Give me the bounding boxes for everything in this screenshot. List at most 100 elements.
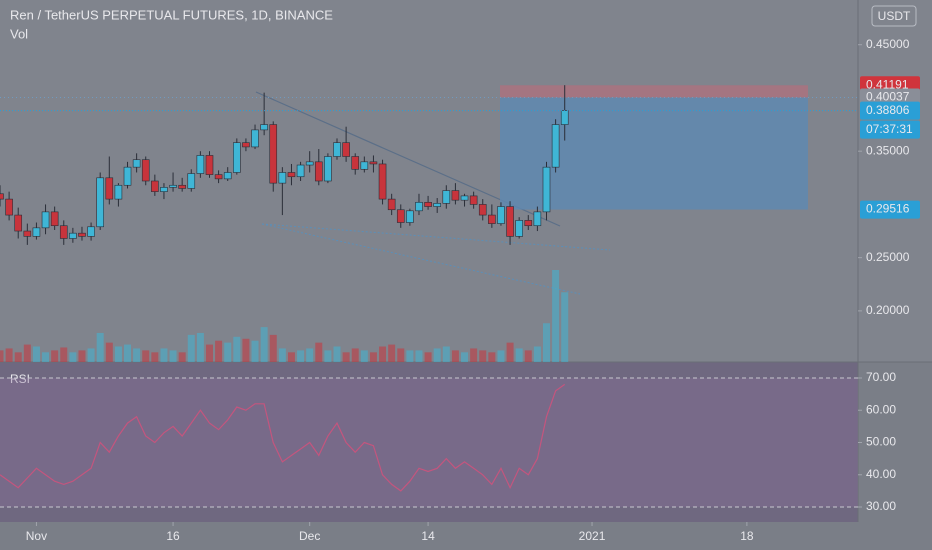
volume-bar [470, 348, 478, 362]
candle-body [141, 159, 150, 182]
volume-bar [561, 292, 569, 362]
candle-body [32, 227, 41, 237]
volume-bar [187, 334, 195, 362]
volume-bar [415, 350, 423, 362]
candle-body [442, 190, 451, 204]
volume-bar [315, 342, 323, 362]
rsi-axis [858, 362, 932, 522]
candle-body [87, 226, 95, 237]
y-tick-label: 40.00 [866, 467, 896, 481]
candle-body [333, 142, 341, 157]
candle-body [560, 110, 569, 125]
candle-body [406, 210, 414, 223]
candle-body [396, 209, 405, 223]
volume-bar [351, 348, 359, 362]
candle-body [114, 184, 123, 200]
volume-bar [524, 350, 532, 362]
volume-bar [251, 340, 259, 362]
volume-bar [306, 348, 314, 362]
volume-bar [515, 348, 523, 362]
candle-body [488, 214, 496, 224]
candle-body [542, 166, 551, 213]
chart-title: Ren / TetherUS PERPETUAL FUTURES, 1D, BI… [10, 7, 333, 22]
volume-bar [151, 352, 159, 362]
volume-bar [278, 348, 286, 362]
volume-bar [360, 350, 368, 362]
volume-bar [260, 327, 268, 362]
candle-body [251, 129, 259, 148]
volume-bar [242, 338, 250, 362]
candle-body [223, 172, 232, 180]
volume-bar [133, 348, 141, 362]
candle-body [533, 211, 542, 227]
candle-body [351, 156, 360, 170]
volume-bar [533, 346, 541, 362]
price-label-bg [860, 200, 920, 219]
x-tick-label: Dec [299, 529, 320, 543]
candle-body [205, 155, 214, 175]
candle-body [196, 155, 205, 174]
volume-bar [160, 348, 168, 362]
candle-body [160, 187, 168, 192]
rsi-pane [0, 362, 858, 522]
x-tick-label: 2021 [579, 529, 606, 543]
candle-body [460, 195, 469, 201]
volume-bar [451, 350, 459, 362]
candle-body [59, 225, 68, 239]
candle-body [169, 184, 177, 188]
y-tick-label: 70.00 [866, 370, 896, 384]
candle-body [41, 211, 50, 229]
candle-body [296, 164, 305, 178]
volume-bar [333, 346, 341, 362]
y-tick-label: 30.00 [866, 499, 896, 513]
volume-bar [60, 347, 68, 362]
time-axis [0, 522, 932, 550]
candle-body [5, 198, 13, 216]
volume-bar [114, 346, 122, 362]
candle-body [369, 161, 378, 165]
volume-bar [5, 348, 13, 362]
countdown-bg [860, 120, 920, 139]
candle-body [23, 230, 32, 237]
volume-bar [461, 352, 469, 362]
volume-bar [424, 352, 432, 362]
candle-body [214, 174, 223, 180]
candle-body [324, 156, 332, 182]
candle-body [415, 201, 423, 212]
countdown: 07:37:31 [866, 122, 913, 136]
volume-bar [379, 346, 387, 362]
candle-body [178, 184, 186, 189]
candle-body [260, 124, 268, 131]
rsi-line [0, 383, 566, 492]
candle-body [50, 211, 59, 227]
candle-body [469, 195, 478, 205]
y-tick-label: 0.25000 [866, 250, 910, 264]
candle-body [424, 201, 432, 207]
candle-body [96, 177, 104, 228]
volume-bar [169, 350, 177, 362]
candle-body [269, 124, 278, 184]
candle-body [287, 172, 296, 178]
candle-body [233, 142, 241, 173]
volume-bar [287, 352, 295, 362]
volume-label: Vol [10, 26, 28, 41]
volume-bar [269, 334, 277, 362]
volume-bar [497, 350, 505, 362]
volume-bar [69, 352, 77, 362]
currency-button[interactable] [871, 5, 917, 27]
volume-bar [205, 344, 213, 362]
price-label: 0.29516 [866, 202, 910, 216]
volume-bar [142, 350, 150, 362]
x-tick-label: 18 [740, 529, 754, 543]
currency: USDT [878, 9, 911, 23]
volume-bar [506, 342, 514, 362]
candle-body [123, 166, 132, 186]
candle-body [378, 163, 387, 200]
candle-body [105, 177, 114, 200]
volume-bar [42, 352, 50, 362]
volume-bar [0, 350, 4, 362]
candle-body [242, 142, 250, 148]
candle-body [506, 206, 514, 237]
rsi-band [0, 377, 858, 508]
